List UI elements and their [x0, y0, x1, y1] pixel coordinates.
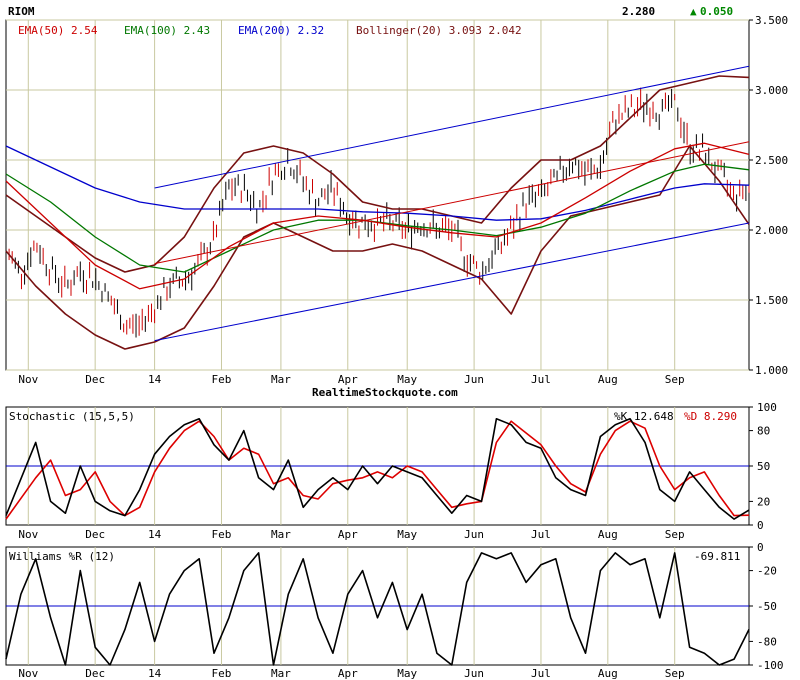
legend-ema50: EMA(50) 2.54: [18, 24, 98, 37]
x-tick-label: Dec: [85, 667, 105, 680]
y-tick-label: -100: [757, 659, 784, 672]
legend-ema100: EMA(100) 2.43: [124, 24, 210, 37]
x-tick-label: Apr: [338, 373, 358, 386]
y-tick-label: 1.500: [755, 294, 788, 307]
price-panel-frame: [5, 19, 750, 371]
x-tick-label: Jun: [464, 373, 484, 386]
y-tick-label: 0: [757, 519, 764, 532]
y-tick-label: 20: [757, 495, 770, 508]
trend-line: [154, 141, 750, 265]
x-tick-label: Sep: [665, 667, 685, 680]
ema50-line: [5, 142, 750, 290]
x-tick-label: Mar: [271, 667, 291, 680]
y-tick-label: 100: [757, 401, 777, 414]
williams-r-line: [5, 552, 750, 666]
legend-bollinger: Bollinger(20) 3.093 2.042: [356, 24, 522, 37]
y-tick-label: 2.000: [755, 224, 788, 237]
x-tick-label: Aug: [598, 373, 618, 386]
x-tick-label: Apr: [338, 528, 358, 541]
y-tick-label: 2.500: [755, 154, 788, 167]
x-tick-label: Dec: [85, 528, 105, 541]
x-tick-label: May: [397, 373, 417, 386]
x-tick-label: Mar: [271, 373, 291, 386]
x-tick-label: Aug: [598, 528, 618, 541]
stochastic-d-label: %D 8.290: [684, 410, 737, 423]
x-tick-label: Jun: [464, 667, 484, 680]
y-tick-label: 0: [757, 541, 764, 554]
y-tick-label: -20: [757, 565, 777, 578]
price-change: 0.050: [700, 5, 733, 18]
stochastic-k-line: [5, 417, 750, 520]
x-tick-label: Jul: [531, 373, 551, 386]
y-tick-label: 1.000: [755, 364, 788, 377]
bollinger-upper-band: [5, 75, 750, 273]
ema100-line: [5, 163, 750, 273]
x-tick-label: Jul: [531, 667, 551, 680]
last-price: 2.280: [622, 5, 655, 18]
x-tick-label: Aug: [598, 667, 618, 680]
x-tick-label: Feb: [212, 528, 232, 541]
x-tick-label: Feb: [212, 667, 232, 680]
series-layer: [5, 65, 750, 666]
x-tick-label: May: [397, 667, 417, 680]
x-tick-label: Jul: [531, 528, 551, 541]
x-tick-label: Nov: [18, 667, 38, 680]
label-layer: Nov Nov Nov Dec Dec Dec 14 14 14 Feb Feb Feb Mar Mar M…: [18, 14, 788, 680]
y-tick-label: 80: [757, 425, 770, 438]
x-tick-label: 14: [148, 373, 162, 386]
grid-layer: [6, 19, 753, 666]
symbol-label: RIOM: [8, 5, 35, 18]
y-tick-label: 50: [757, 460, 770, 473]
x-tick-label: Nov: [18, 528, 38, 541]
x-tick-label: 14: [148, 528, 162, 541]
y-tick-label: 3.500: [755, 14, 788, 27]
y-tick-label: -80: [757, 635, 777, 648]
channel-line: [154, 65, 750, 189]
ema200-line: [5, 145, 750, 221]
stochastic-k-label: %K 12.648: [614, 410, 674, 423]
x-tick-label: Feb: [212, 373, 232, 386]
y-tick-label: -50: [757, 600, 777, 613]
bollinger-lower-band: [5, 145, 750, 350]
x-tick-label: Mar: [271, 528, 291, 541]
x-tick-label: Nov: [18, 373, 38, 386]
x-tick-label: May: [397, 528, 417, 541]
legend-ema200: EMA(200) 2.32: [238, 24, 324, 37]
williams-title: Williams %R (12): [9, 550, 115, 563]
x-tick-label: Sep: [665, 528, 685, 541]
y-tick-label: 3.000: [755, 84, 788, 97]
x-tick-label: 14: [148, 667, 162, 680]
x-tick-label: Sep: [665, 373, 685, 386]
williams-value-label: -69.811: [694, 550, 740, 563]
channel-line: [154, 222, 750, 342]
watermark: RealtimeStockquote.com: [312, 386, 458, 399]
change-arrow-icon: ▲: [690, 5, 697, 18]
x-tick-label: Jun: [464, 528, 484, 541]
x-tick-label: Apr: [338, 667, 358, 680]
stochastic-title: Stochastic (15,5,5): [9, 410, 135, 423]
x-tick-label: Dec: [85, 373, 105, 386]
